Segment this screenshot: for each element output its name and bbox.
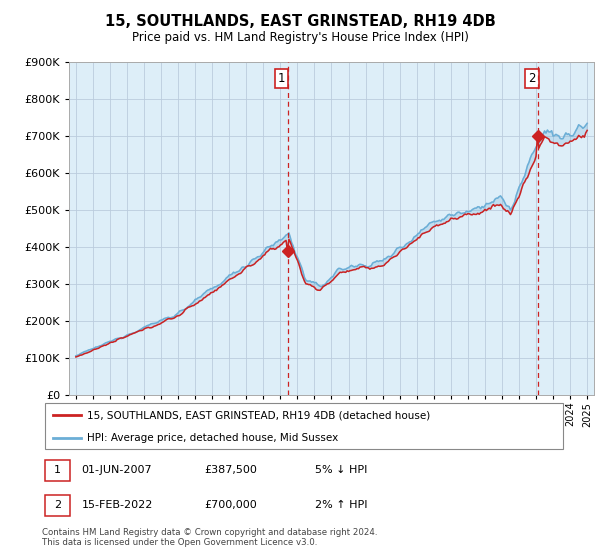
Text: 15, SOUTHLANDS, EAST GRINSTEAD, RH19 4DB: 15, SOUTHLANDS, EAST GRINSTEAD, RH19 4DB	[104, 14, 496, 29]
Text: 2: 2	[53, 501, 61, 510]
Text: Price paid vs. HM Land Registry's House Price Index (HPI): Price paid vs. HM Land Registry's House …	[131, 31, 469, 44]
Text: 2% ↑ HPI: 2% ↑ HPI	[315, 501, 367, 510]
Text: £700,000: £700,000	[205, 501, 257, 510]
Text: 2: 2	[529, 72, 536, 85]
Text: 15-FEB-2022: 15-FEB-2022	[82, 501, 153, 510]
FancyBboxPatch shape	[44, 460, 70, 481]
Text: HPI: Average price, detached house, Mid Sussex: HPI: Average price, detached house, Mid …	[86, 433, 338, 443]
Text: 15, SOUTHLANDS, EAST GRINSTEAD, RH19 4DB (detached house): 15, SOUTHLANDS, EAST GRINSTEAD, RH19 4DB…	[86, 410, 430, 421]
Text: 1: 1	[54, 465, 61, 475]
Text: £387,500: £387,500	[205, 465, 257, 475]
Text: Contains HM Land Registry data © Crown copyright and database right 2024.
This d: Contains HM Land Registry data © Crown c…	[42, 528, 377, 547]
Text: 5% ↓ HPI: 5% ↓ HPI	[315, 465, 367, 475]
Text: 1: 1	[278, 72, 286, 85]
FancyBboxPatch shape	[44, 404, 563, 449]
FancyBboxPatch shape	[44, 495, 70, 516]
Text: 01-JUN-2007: 01-JUN-2007	[82, 465, 152, 475]
